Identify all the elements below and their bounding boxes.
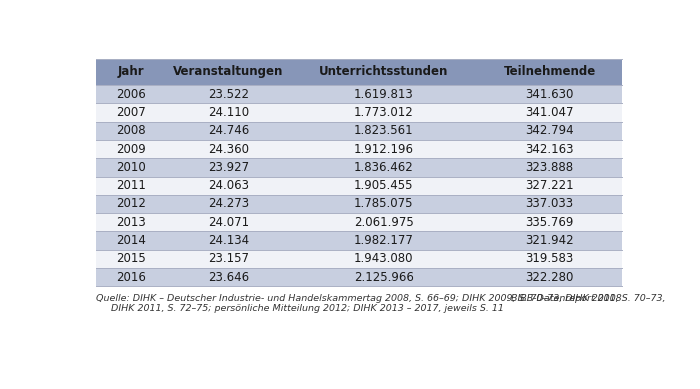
Text: 1.836.462: 1.836.462 <box>354 161 414 174</box>
Bar <box>96 250 622 268</box>
Bar <box>290 59 477 85</box>
Bar <box>96 85 622 103</box>
Bar <box>96 177 622 195</box>
Bar <box>96 213 622 231</box>
Text: 335.769: 335.769 <box>525 216 574 229</box>
Bar <box>96 195 622 213</box>
Text: 2013: 2013 <box>116 216 146 229</box>
Bar <box>96 140 622 158</box>
Text: Unterrichtsstunden: Unterrichtsstunden <box>319 65 449 78</box>
Text: Teilnehmende: Teilnehmende <box>503 65 596 78</box>
Bar <box>477 59 622 85</box>
Text: 24.360: 24.360 <box>208 142 249 156</box>
Bar <box>167 59 290 85</box>
Text: 1.823.561: 1.823.561 <box>354 124 414 137</box>
Bar <box>96 231 622 250</box>
Text: 2011: 2011 <box>116 179 146 192</box>
Text: Jahr: Jahr <box>118 65 144 78</box>
Bar <box>96 268 622 286</box>
Text: 323.888: 323.888 <box>526 161 573 174</box>
Text: Veranstaltungen: Veranstaltungen <box>174 65 284 78</box>
Text: BIBB-Datenreport 2018: BIBB-Datenreport 2018 <box>511 294 622 303</box>
Text: 24.071: 24.071 <box>208 216 249 229</box>
Text: 1.912.196: 1.912.196 <box>354 142 414 156</box>
Text: 23.157: 23.157 <box>208 252 249 265</box>
Text: 2014: 2014 <box>116 234 146 247</box>
Text: 23.646: 23.646 <box>208 271 249 284</box>
Text: 2008: 2008 <box>116 124 146 137</box>
Text: 321.942: 321.942 <box>525 234 574 247</box>
Text: 24.134: 24.134 <box>208 234 249 247</box>
Bar <box>96 158 622 177</box>
Text: 2016: 2016 <box>116 271 146 284</box>
Text: Quelle: DIHK – Deutscher Industrie- und Handelskammertag 2008, S. 66–69; DIHK 20: Quelle: DIHK – Deutscher Industrie- und … <box>96 294 665 313</box>
Text: 1.982.177: 1.982.177 <box>354 234 414 247</box>
Text: 327.221: 327.221 <box>525 179 574 192</box>
Text: 2015: 2015 <box>116 252 146 265</box>
Text: 1.785.075: 1.785.075 <box>354 198 414 210</box>
Text: 2007: 2007 <box>116 106 146 119</box>
Text: 2.125.966: 2.125.966 <box>354 271 414 284</box>
Text: 2006: 2006 <box>116 88 146 101</box>
Text: 342.794: 342.794 <box>525 124 574 137</box>
Text: 2.061.975: 2.061.975 <box>354 216 414 229</box>
Text: 342.163: 342.163 <box>525 142 574 156</box>
Bar <box>96 103 622 122</box>
Text: 2010: 2010 <box>116 161 146 174</box>
Text: 24.110: 24.110 <box>208 106 249 119</box>
Text: 341.047: 341.047 <box>525 106 574 119</box>
Text: 24.746: 24.746 <box>208 124 249 137</box>
Text: 322.280: 322.280 <box>525 271 574 284</box>
Text: 23.927: 23.927 <box>208 161 249 174</box>
Text: 2009: 2009 <box>116 142 146 156</box>
Text: 1.773.012: 1.773.012 <box>354 106 414 119</box>
Text: 319.583: 319.583 <box>526 252 573 265</box>
Bar <box>96 59 167 85</box>
Bar <box>96 122 622 140</box>
Text: 337.033: 337.033 <box>526 198 573 210</box>
Text: 23.522: 23.522 <box>208 88 249 101</box>
Text: 24.273: 24.273 <box>208 198 249 210</box>
Text: 1.943.080: 1.943.080 <box>354 252 414 265</box>
Text: 1.619.813: 1.619.813 <box>354 88 414 101</box>
Text: 24.063: 24.063 <box>208 179 249 192</box>
Text: 2012: 2012 <box>116 198 146 210</box>
Text: 1.905.455: 1.905.455 <box>354 179 414 192</box>
Text: 341.630: 341.630 <box>525 88 574 101</box>
